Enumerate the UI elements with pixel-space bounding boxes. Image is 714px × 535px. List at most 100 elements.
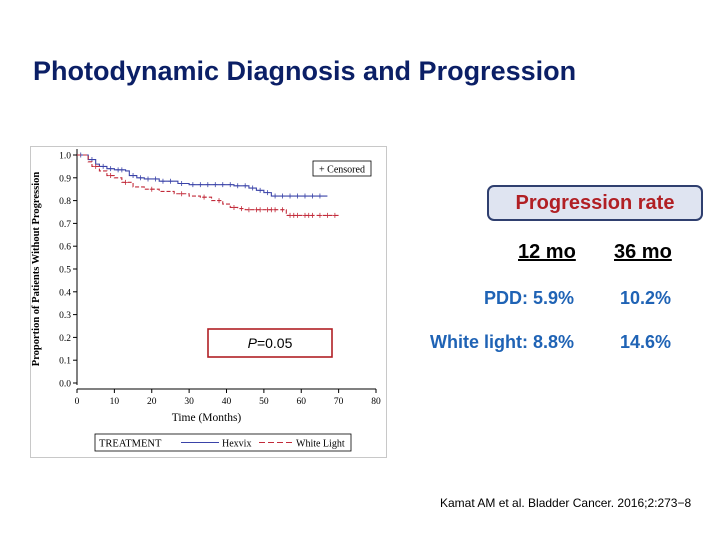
censor-mark-white-light (273, 207, 278, 213)
censored-legend-text: + Censored (319, 165, 365, 176)
censor-mark-hexvix (179, 181, 184, 186)
censor-mark-hexvix (265, 190, 270, 196)
censor-mark-white-light (317, 212, 322, 218)
x-axis-label: Time (Months) (172, 412, 242, 424)
censor-mark-white-light (265, 207, 270, 213)
censor-mark-white-light (123, 179, 128, 185)
censor-mark-hexvix (153, 176, 158, 182)
censor-mark-hexvix (288, 193, 293, 199)
km-chart: 0.0 0.1 0.2 0.3 0.4 0.5 0.6 0.7 0.8 0.9 1.0 0 10 20 30… (30, 146, 387, 458)
row-label-pdd: PDD: (484, 288, 528, 308)
censor-mark-hexvix (205, 182, 210, 188)
censor-mark-white-light (310, 212, 315, 218)
slide-title: Photodynamic Diagnosis and Progression (33, 56, 577, 86)
censor-mark-white-light (239, 206, 244, 212)
pdd-36mo-value: 10.2% (620, 288, 672, 308)
censor-mark-white-light (231, 204, 236, 210)
censor-mark-hexvix (250, 185, 255, 191)
censor-mark-hexvix (190, 182, 195, 188)
y-tick-label: 0.1 (59, 357, 71, 367)
x-tick-label: 0 (75, 397, 80, 407)
p-value-box (207, 328, 333, 358)
treatment-legend-box (94, 433, 352, 452)
legend-label-hexvix: Hexvix (222, 439, 251, 450)
y-tick-label: 0.3 (59, 311, 71, 321)
censor-mark-hexvix (108, 166, 113, 172)
censor-mark-white-light (202, 194, 207, 200)
citation: Kamat AM et al. Bladder Cancer. 2016;2:2… (440, 496, 692, 510)
censor-mark-hexvix (280, 193, 285, 199)
censor-mark-white-light (254, 207, 259, 213)
censor-mark-white-light (258, 207, 263, 213)
censor-mark-hexvix (131, 173, 136, 179)
censor-mark-hexvix (317, 193, 322, 199)
censor-mark-white-light (108, 173, 113, 179)
y-tick-label: 0.0 (59, 380, 71, 390)
censor-mark-hexvix (295, 193, 300, 199)
censor-mark-hexvix (302, 193, 307, 199)
censor-mark-white-light (332, 212, 337, 218)
y-tick-label: 0.6 (59, 243, 71, 253)
x-tick-label: 70 (334, 397, 344, 407)
censor-mark-white-light (280, 207, 285, 213)
y-axis-label: Proportion of Patients Without Progressi… (31, 172, 42, 367)
censor-mark-hexvix (146, 176, 151, 182)
censor-mark-white-light (269, 207, 274, 213)
censor-mark-white-light (291, 212, 296, 218)
col-head-12mo: 12 mo (518, 241, 576, 263)
p-value-number: =0.05 (257, 335, 293, 351)
x-tick-label: 40 (222, 397, 232, 407)
pdd-12mo-value: 5.9% (533, 288, 575, 308)
row-label-white-light: White light: (430, 332, 528, 352)
x-tick-label: 30 (184, 397, 194, 407)
progression-rate-header: Progression rate (487, 185, 703, 221)
censor-mark-hexvix (198, 182, 203, 188)
censor-mark-hexvix (235, 183, 240, 189)
y-tick-label: 0.2 (59, 334, 71, 344)
censor-mark-hexvix (258, 187, 263, 193)
censor-mark-white-light (217, 198, 222, 204)
censor-mark-hexvix (213, 182, 218, 188)
censor-mark-white-light (325, 212, 330, 218)
y-tick-label: 0.4 (59, 288, 71, 298)
legend-label-white-light: White Light (296, 439, 345, 450)
x-tick-label: 20 (147, 397, 157, 407)
censor-mark-white-light (149, 186, 154, 192)
x-tick-label: 50 (259, 397, 269, 407)
censor-mark-white-light (179, 191, 184, 197)
censor-mark-hexvix (273, 193, 278, 199)
censor-mark-hexvix (160, 178, 165, 184)
km-chart-svg: 0.0 0.1 0.2 0.3 0.4 0.5 0.6 0.7 0.8 0.9 1.0 0 10 20 30… (31, 149, 381, 452)
y-tick-label: 0.8 (59, 197, 71, 207)
white-light-12mo-value: 8.8% (533, 332, 575, 352)
censored-legend-box (312, 160, 372, 177)
treatment-legend-title: TREATMENT (99, 439, 162, 450)
censor-mark-white-light (302, 212, 307, 218)
censor-mark-white-light (306, 212, 311, 218)
y-tick-label: 0.5 (59, 266, 71, 276)
censor-mark-hexvix (138, 175, 143, 181)
y-tick-label: 0.9 (59, 174, 71, 184)
censor-mark-hexvix (310, 193, 315, 199)
censor-mark-hexvix (89, 157, 94, 163)
x-tick-label: 10 (110, 397, 120, 407)
censor-mark-white-light (288, 212, 293, 218)
censor-mark-white-light (295, 212, 300, 218)
censor-mark-hexvix (243, 183, 248, 189)
censor-mark-hexvix (119, 167, 124, 173)
white-light-36mo-value: 14.6% (620, 332, 672, 352)
p-value-text: P=0.05 (248, 335, 293, 351)
x-tick-label: 80 (371, 397, 381, 407)
y-tick-label: 1.0 (59, 152, 71, 162)
censor-mark-hexvix (228, 182, 233, 188)
censor-mark-hexvix (116, 167, 121, 173)
censor-mark-white-light (93, 163, 98, 169)
x-tick-label: 60 (297, 397, 307, 407)
col-head-36mo: 36 mo (614, 241, 672, 263)
y-tick-label: 0.7 (59, 220, 71, 230)
censor-mark-white-light (246, 207, 251, 213)
censor-mark-hexvix (101, 163, 106, 169)
censor-mark-hexvix (168, 178, 173, 184)
censor-mark-hexvix (220, 182, 225, 188)
p-value-letter: P (248, 335, 258, 351)
